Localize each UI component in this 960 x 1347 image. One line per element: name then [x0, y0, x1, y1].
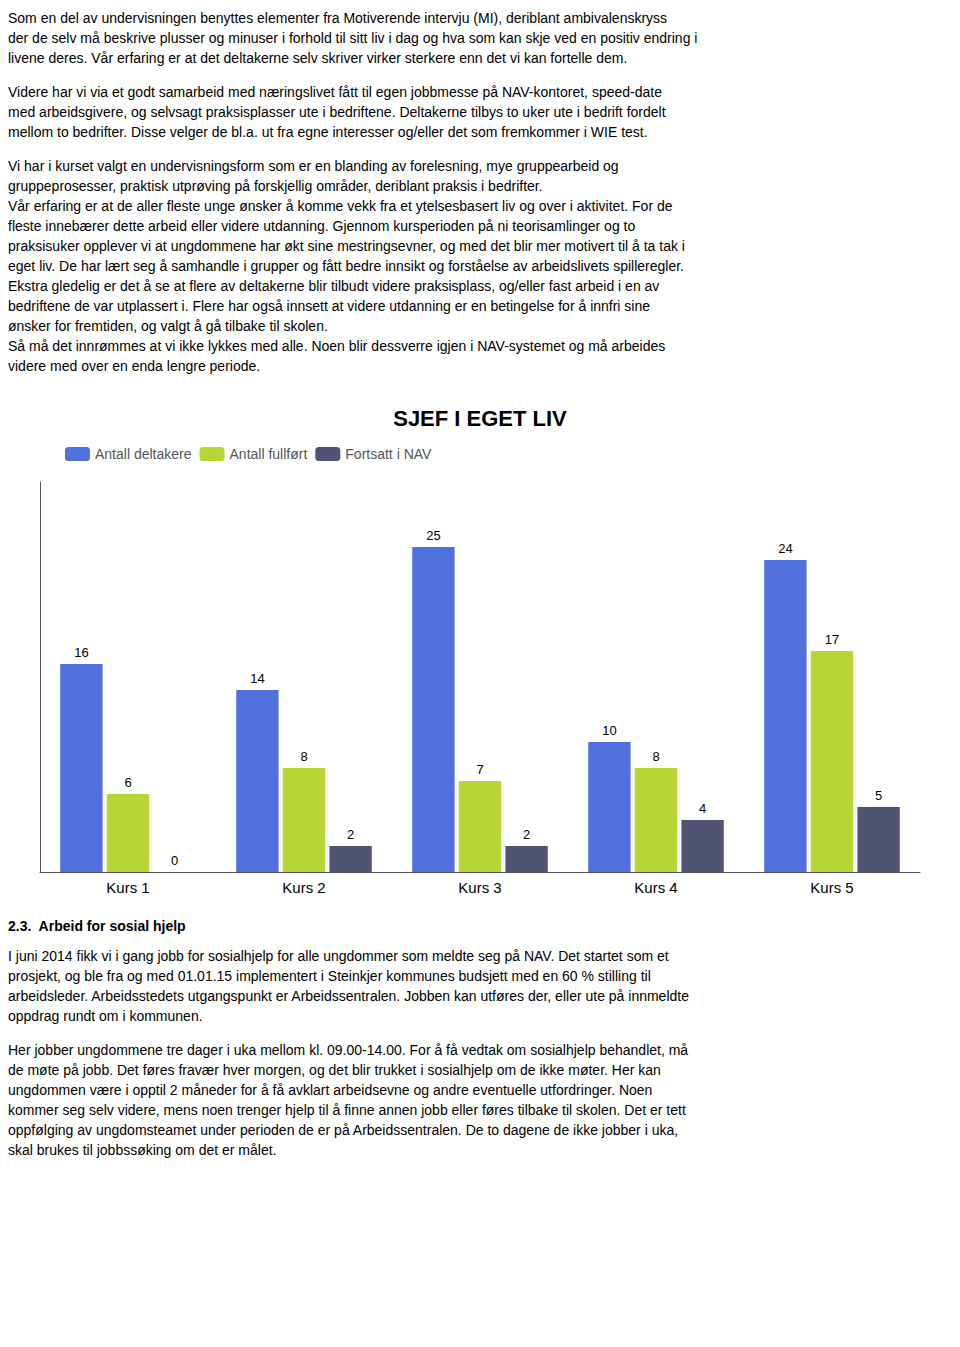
svg-text:24: 24 [778, 541, 792, 556]
svg-text:kommer seg selv videre, mens n: kommer seg selv videre, mens noen trenge… [8, 1102, 686, 1118]
svg-text:Her jobber ungdommene tre dage: Her jobber ungdommene tre dager i uka me… [8, 1042, 688, 1058]
svg-text:ungdommen være i opptil 2 måne: ungdommen være i opptil 2 måneder for å … [8, 1082, 652, 1098]
svg-text:Kurs 4: Kurs 4 [634, 879, 677, 896]
svg-text:der de selv må beskrive plusse: der de selv må beskrive plusser og minus… [8, 30, 697, 46]
svg-text:17: 17 [825, 632, 839, 647]
svg-text:2: 2 [347, 827, 354, 842]
svg-text:med arbeidsgivere, og selvsagt: med arbeidsgivere, og selvsagt praksispl… [8, 104, 666, 120]
svg-text:SJEF I EGET LIV: SJEF I EGET LIV [393, 406, 567, 431]
svg-text:25: 25 [426, 528, 440, 543]
svg-text:Videre har vi via et godt sama: Videre har vi via et godt samarbeid med … [8, 84, 662, 100]
svg-text:16: 16 [74, 645, 88, 660]
svg-text:de møte på jobb. Det føres fra: de møte på jobb. Det føres fravær hver m… [8, 1062, 661, 1078]
svg-text:eget liv. De har lært seg å sa: eget liv. De har lært seg å samhandle i … [8, 258, 684, 274]
svg-text:I juni 2014 fikk vi i gang job: I juni 2014 fikk vi i gang jobb for sosi… [8, 948, 669, 964]
svg-text:Fortsatt i NAV: Fortsatt i NAV [345, 446, 432, 462]
svg-text:gruppeprosesser, praktisk utpr: gruppeprosesser, praktisk utprøving på f… [8, 178, 543, 194]
svg-text:oppfølging av ungdomsteamet un: oppfølging av ungdomsteamet under period… [8, 1122, 678, 1138]
svg-text:14: 14 [250, 671, 264, 686]
svg-text:8: 8 [652, 749, 659, 764]
svg-text:Kurs 3: Kurs 3 [458, 879, 501, 896]
svg-text:7: 7 [476, 762, 483, 777]
svg-text:0: 0 [171, 853, 178, 868]
svg-text:praksisuker opplever vi at ung: praksisuker opplever vi at ungdommene ha… [8, 238, 685, 254]
svg-text:6: 6 [124, 775, 131, 790]
svg-text:bedriftene de var utplassert i: bedriftene de var utplassert i. Flere ha… [8, 298, 650, 314]
svg-text:Ekstra gledelig er det å se at: Ekstra gledelig er det å se at flere av … [8, 278, 659, 294]
svg-text:2: 2 [523, 827, 530, 842]
svg-text:arbeidsleder. Arbeidsstedets u: arbeidsleder. Arbeidsstedets utgangspunk… [8, 988, 689, 1004]
svg-text:fleste innebærer dette arbeid: fleste innebærer dette arbeid eller vide… [8, 218, 635, 234]
svg-text:4: 4 [699, 801, 706, 816]
svg-text:Antall fullført: Antall fullført [230, 446, 308, 462]
svg-text:10: 10 [602, 723, 616, 738]
svg-text:livene deres. Vår erfaring er: livene deres. Vår erfaring er at det del… [8, 50, 627, 66]
svg-text:oppdrag rundt om i kommunen.: oppdrag rundt om i kommunen. [8, 1008, 203, 1024]
svg-text:Kurs 1: Kurs 1 [106, 879, 149, 896]
svg-text:2.3. Arbeid for sosial hjelp: 2.3. Arbeid for sosial hjelp [8, 918, 186, 934]
svg-text:Vi har i kurset valgt en under: Vi har i kurset valgt en undervisningsfo… [8, 158, 619, 174]
svg-text:8: 8 [300, 749, 307, 764]
svg-text:Antall deltakere: Antall deltakere [95, 446, 192, 462]
svg-text:mellom to bedrifter. Disse vel: mellom to bedrifter. Disse velger de bl.… [8, 124, 648, 140]
svg-text:5: 5 [875, 788, 882, 803]
svg-text:Så må det innrømmes at vi ikke: Så må det innrømmes at vi ikke lykkes me… [8, 338, 665, 354]
svg-text:Kurs 5: Kurs 5 [810, 879, 853, 896]
svg-text:skal brukes til jobbssøking om: skal brukes til jobbssøking om det er må… [8, 1142, 276, 1158]
svg-text:ønsker for fremtiden, og valgt: ønsker for fremtiden, og valgt å gå tilb… [8, 318, 328, 334]
svg-text:Vår erfaring er at de aller fl: Vår erfaring er at de aller fleste unge … [8, 198, 673, 214]
svg-text:Som en del av undervisningen b: Som en del av undervisningen benyttes el… [8, 10, 667, 26]
svg-text:Kurs 2: Kurs 2 [282, 879, 325, 896]
svg-text:videre med over en enda lengre: videre med over en enda lengre periode. [8, 358, 260, 374]
svg-text:prosjekt, og ble fra og med 01: prosjekt, og ble fra og med 01.01.15 imp… [8, 968, 651, 984]
